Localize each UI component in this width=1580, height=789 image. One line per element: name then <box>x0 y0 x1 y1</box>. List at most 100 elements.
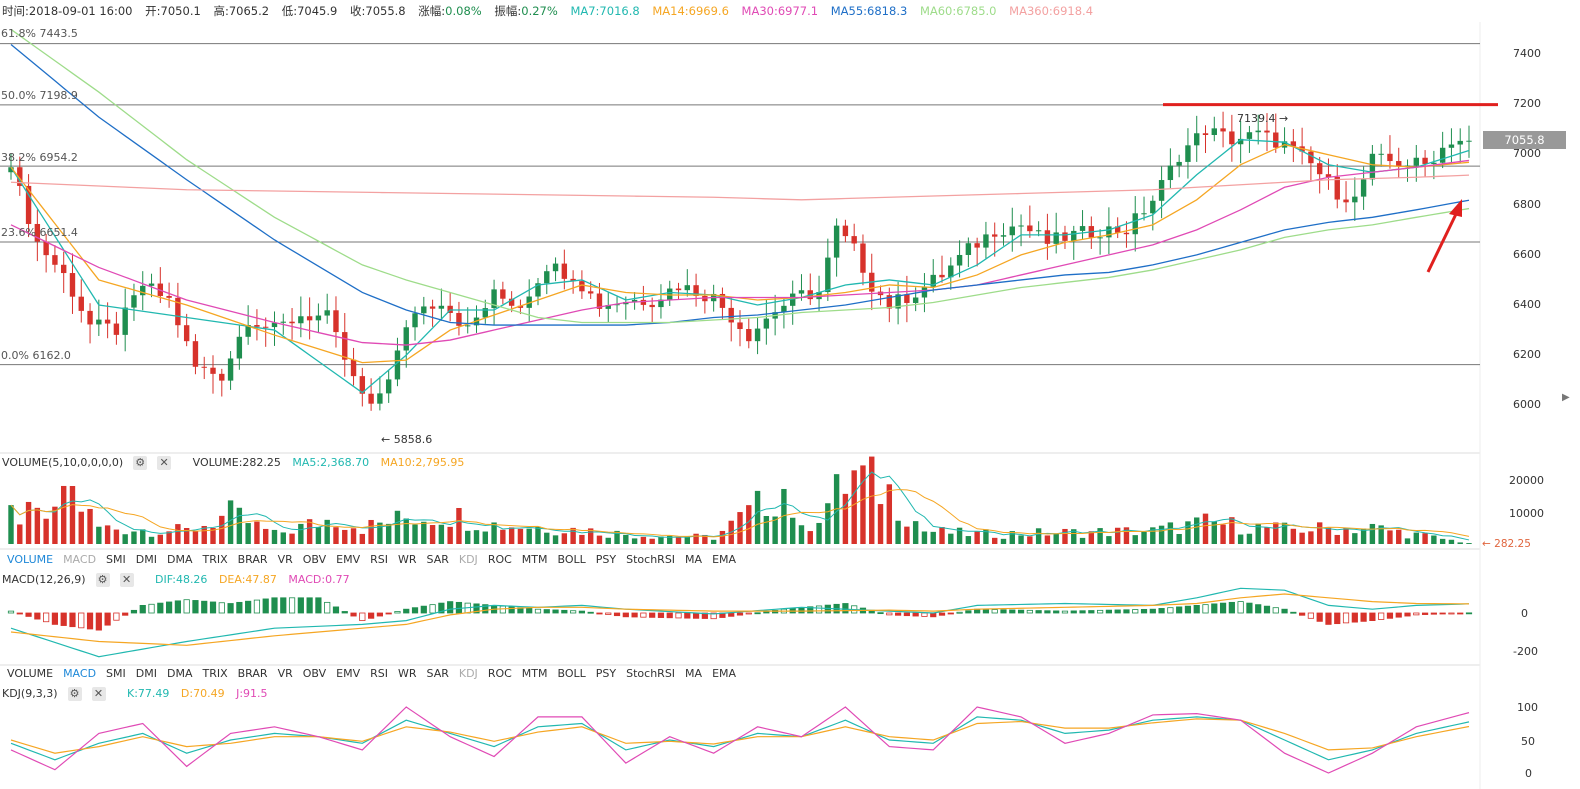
top-tab-boll[interactable]: BOLL <box>557 553 586 566</box>
top-tab-rsi[interactable]: RSI <box>370 553 388 566</box>
top-tab-vr[interactable]: VR <box>277 553 293 566</box>
top-tab-mtm[interactable]: MTM <box>521 553 548 566</box>
bottom-tab-roc[interactable]: ROC <box>487 667 512 680</box>
macd-bar <box>1307 612 1315 619</box>
top-tab-volume[interactable]: VOLUME <box>7 553 54 566</box>
bottom-tab-brar[interactable]: BRAR <box>237 667 268 680</box>
volume-bar <box>113 529 120 544</box>
volume-bar <box>956 527 963 544</box>
volume-bar <box>1123 527 1130 544</box>
indicator-tabs-bottom: VOLUME MACD SMI DMI DMA TRIX BRAR VR OBV EMV RSI WR… <box>7 667 746 680</box>
bottom-tab-stochrsi[interactable]: StochRSI <box>626 667 676 680</box>
top-tab-emv[interactable]: EMV <box>336 553 361 566</box>
bottom-tab-dmi[interactable]: DMI <box>135 667 157 680</box>
macd-bar <box>1290 611 1297 614</box>
bottom-tab-mtm[interactable]: MTM <box>521 667 548 680</box>
top-tab-stochrsi[interactable]: StochRSI <box>626 553 676 566</box>
bottom-tab-trix[interactable]: TRIX <box>202 667 228 680</box>
kdj-settings-gear-icon[interactable]: ⚙ <box>67 687 82 701</box>
macd-bar <box>657 612 665 618</box>
macd-bar <box>86 612 94 630</box>
bottom-tab-kdj[interactable]: KDJ <box>458 667 478 680</box>
top-tab-wr[interactable]: WR <box>397 553 417 566</box>
candle-body <box>526 296 532 308</box>
candle-body <box>60 264 67 274</box>
top-tab-macd[interactable]: MACD <box>63 553 97 566</box>
volume-bar <box>1369 523 1376 544</box>
volume-bar <box>798 525 805 544</box>
candle-body <box>1150 200 1156 214</box>
volume-bar <box>306 519 313 544</box>
candle-body <box>895 294 901 309</box>
candle-body <box>517 305 524 308</box>
macd-bar <box>570 610 577 614</box>
macd-bar <box>385 612 392 615</box>
volume-bar <box>333 527 339 544</box>
volume-bar <box>456 507 462 544</box>
top-tab-sar[interactable]: SAR <box>426 553 449 566</box>
candle-body <box>684 285 691 291</box>
macd-settings-gear-icon[interactable]: ⚙ <box>95 573 110 587</box>
open-text: 开:7050.1 <box>145 4 201 18</box>
bottom-tab-vr[interactable]: VR <box>277 667 293 680</box>
expand-arrow-icon[interactable]: ▶ <box>1562 392 1570 403</box>
bottom-tab-wr[interactable]: WR <box>397 667 417 680</box>
candle-body <box>1018 225 1024 227</box>
macd-close-icon[interactable]: ✕ <box>119 573 134 587</box>
bottom-tab-dma[interactable]: DMA <box>166 667 193 680</box>
candle-body <box>1334 176 1340 200</box>
bottom-tab-emv[interactable]: EMV <box>336 667 361 680</box>
top-tab-brar[interactable]: BRAR <box>237 553 268 566</box>
candle-body <box>552 263 559 272</box>
macd-bar <box>192 600 199 614</box>
top-tab-obv[interactable]: OBV <box>302 553 327 566</box>
volume-bar <box>886 484 893 544</box>
macd-bar <box>1334 612 1341 625</box>
volume-bar <box>1334 534 1340 544</box>
top-tab-roc[interactable]: ROC <box>487 553 512 566</box>
bottom-tab-ema[interactable]: EMA <box>712 667 737 680</box>
top-tab-ma[interactable]: MA <box>685 553 703 566</box>
volume-bar <box>781 488 787 544</box>
candle-body <box>429 306 436 309</box>
candle-body <box>1141 213 1147 215</box>
top-tab-smi[interactable]: SMI <box>106 553 126 566</box>
macd-bar <box>1457 612 1464 615</box>
bottom-tab-ma[interactable]: MA <box>685 667 703 680</box>
high-marker: 7139.4 → <box>1237 112 1289 125</box>
bottom-tab-obv[interactable]: OBV <box>302 667 327 680</box>
bottom-tab-rsi[interactable]: RSI <box>370 667 388 680</box>
bottom-tab-volume[interactable]: VOLUME <box>7 667 54 680</box>
candle-body <box>421 306 427 314</box>
bottom-tab-sar[interactable]: SAR <box>426 667 449 680</box>
top-tab-dmi[interactable]: DMI <box>135 553 157 566</box>
bottom-tab-macd[interactable]: MACD <box>63 667 97 680</box>
volume-bar <box>1088 531 1095 544</box>
top-tab-kdj[interactable]: KDJ <box>458 553 478 566</box>
volume-bar <box>1308 531 1314 544</box>
top-tab-dma[interactable]: DMA <box>166 553 193 566</box>
macd-bar <box>473 603 480 614</box>
candle-body <box>227 358 234 381</box>
volume-tick-20000: 20000 <box>1509 474 1544 487</box>
volume-close-icon[interactable]: ✕ <box>157 456 172 470</box>
macd-bar <box>815 605 823 614</box>
volume-bar <box>552 535 559 544</box>
volume-bar <box>693 533 699 544</box>
candle-body <box>1071 230 1077 241</box>
volume-settings-gear-icon[interactable]: ⚙ <box>133 456 148 470</box>
bottom-tab-boll[interactable]: BOLL <box>557 667 586 680</box>
volume-bar <box>1071 529 1077 544</box>
macd-bar <box>368 612 375 619</box>
macd-bar <box>728 612 735 617</box>
bottom-tab-psy[interactable]: PSY <box>595 667 617 680</box>
top-tab-psy[interactable]: PSY <box>595 553 617 566</box>
bottom-tab-smi[interactable]: SMI <box>106 667 126 680</box>
volume-bar <box>1114 527 1121 544</box>
kdj-j-line <box>10 706 1470 774</box>
candle-body <box>210 367 216 374</box>
kdj-close-icon[interactable]: ✕ <box>91 687 106 701</box>
top-tab-trix[interactable]: TRIX <box>202 553 228 566</box>
top-tab-ema[interactable]: EMA <box>712 553 737 566</box>
